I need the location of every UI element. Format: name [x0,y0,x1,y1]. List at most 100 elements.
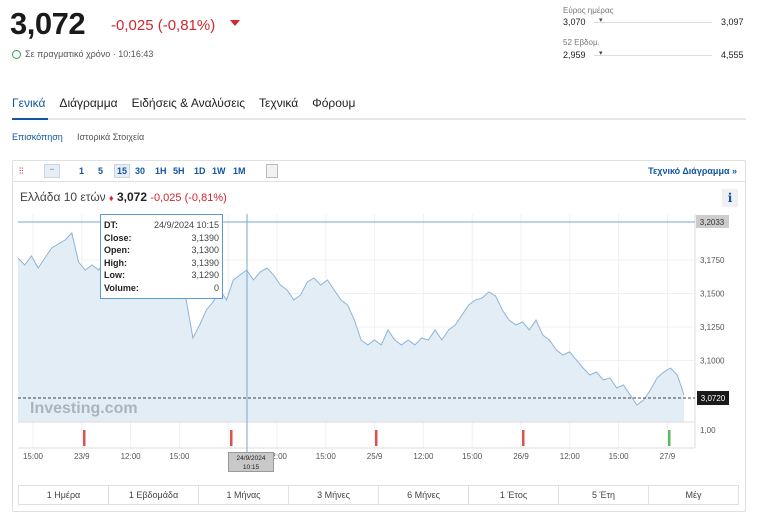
chart-widget [12,160,746,512]
tooltip-value: 3,1390 [191,232,219,243]
tab-divider [12,118,746,120]
volume-bar [668,430,671,446]
volume-bar [375,430,378,446]
info-icon[interactable]: i [722,189,738,207]
range-button[interactable]: 1 Μήνας [199,486,289,504]
tab-forum[interactable]: Φόρουμ [312,96,356,110]
range-button[interactable]: Μέγ [685,490,702,500]
main-tabs: Γενικά Διάγραμμα Ειδήσεις & Αναλύσεις Τε… [12,96,355,110]
week52-label: 52 Εβδομ. [563,38,600,47]
y-tick-label: 3,1250 [700,323,725,332]
tooltip-key: Open: [104,245,130,255]
week52-bar [594,55,712,56]
tooltip-value: 3,1390 [191,257,219,268]
timeframe-1d[interactable]: 1D [194,166,206,176]
subtab-historical[interactable]: Ιστορικά Στοιχεία [77,132,145,142]
timeframe-1m[interactable]: 1M [233,166,246,176]
chart-tooltip: DT: 24/9/2024 10:15 Close: 3,1390 Open: 3,130… [100,214,223,299]
week52-marker: ▾ [599,50,603,57]
crosshair-price-badge [696,215,729,228]
tooltip-row: Volume: 0 [104,282,219,295]
last-price-label: 3,0720 [701,394,726,403]
y-tick-label: 3,1750 [700,256,725,265]
timeframe-5h[interactable]: 5H [173,166,185,176]
technical-chart-link[interactable]: Τεχνικό Διάγραμμα » [648,166,737,176]
y-tick-label: 3,1000 [700,357,725,366]
realtime-status: Σε πραγματικό χρόνο · 10:16:43 [12,49,153,59]
down-icon: ♦ [109,193,114,203]
area-chart-icon[interactable]: ~ [44,164,60,178]
tooltip-value: 3,1300 [191,245,219,255]
x-tick-label: 25/9 [367,452,383,461]
range-button[interactable]: 1 Ημέρα [19,486,109,504]
investing-watermark: Investing.com [30,400,138,417]
subtab-overview[interactable]: Επισκόπηση [12,132,63,142]
x-tick-label: 15:00 [23,452,44,461]
x-tick-label: 12:00 [121,452,142,461]
tooltip-row: Close: 3,1390 [104,232,219,245]
price-area [18,233,684,422]
crosshair-time: 10:15 [242,464,260,471]
clock-icon [12,49,21,59]
timeframe-1w[interactable]: 1W [212,166,226,176]
timeframe-30[interactable]: 30 [135,166,146,176]
range-button[interactable]: 5 Έτη [559,486,649,504]
tooltip-key: Low: [104,270,125,280]
range-button[interactable]: 1 Εβδομάδα [109,486,199,504]
chart-title: Ελλάδα 10 ετών ♦ 3,072 -0,025 (-0,81%) [20,190,227,204]
price-change: -0,025 (-0,81%) [111,17,216,34]
last-price-badge [697,391,729,406]
x-tick-label: 15:00 [609,452,630,461]
tooltip-row: High: 3,1390 [104,257,219,270]
tab-chart[interactable]: Διάγραμμα [59,96,118,110]
down-arrow-icon [230,20,240,26]
volume-bar [83,430,86,446]
volume-label: 1,00 [700,426,716,435]
tooltip-key: DT: [104,220,118,230]
range-button[interactable]: 3 Μήνες [289,486,379,504]
tooltip-row: DT: 24/9/2024 10:15 [104,219,219,232]
day-range-label: Εύρος ημέρας [563,6,614,15]
tooltip-key: Close: [104,232,132,243]
realtime-text: Σε πραγματικό χρόνο · 10:16:43 [25,49,154,59]
x-tick-label: 12:00 [267,452,288,461]
crosshair-date: 24/9/2024 [236,455,266,462]
timeframe-1h[interactable]: 1H [155,166,167,176]
x-tick-label: 15:00 [316,452,337,461]
week52-high: 4,555 [721,50,744,60]
instrument-name: Ελλάδα 10 ετών [20,190,106,204]
range-buttons: 1 Ημέρα 1 Εβδομάδα 1 Μήνας 3 Μήνες 6 Μήνες 1 … [18,485,739,505]
volume-bar [230,430,233,446]
crosshair-price-label: 3,2033 [700,218,725,227]
range-button[interactable]: 1 Έτος [469,486,559,504]
range-button[interactable]: 6 Μήνες [379,486,469,504]
x-tick-label: 15:00 [169,452,190,461]
tooltip-value: 0 [213,282,219,293]
timeframe-5[interactable]: 5 [98,166,104,176]
day-range-low: 3,070 [563,17,586,27]
x-tick-label: 27/9 [660,452,676,461]
chart-change: -0,025 (-0,81%) [150,192,227,204]
candlestick-icon[interactable]: ⫶⫶ [19,166,24,176]
week52-low: 2,959 [563,50,586,60]
volume-bar [522,430,525,446]
tooltip-row: Open: 3,1300 [104,244,219,257]
timeframe-1[interactable]: 1 [79,166,85,176]
tooltip-row: Low: 3,1290 [104,269,219,282]
tooltip-value: 24/9/2024 10:15 [153,220,219,230]
tooltip-value: 3,1290 [191,270,219,280]
tab-news[interactable]: Ειδήσεις & Αναλύσεις [131,96,246,110]
timeframe-15[interactable]: 15 [114,164,131,178]
price: 3,072 [10,6,86,41]
y-tick-label: 3,1500 [700,290,725,299]
x-tick-label: 23/9 [74,452,90,461]
tab-technical[interactable]: Τεχνικά [259,96,299,110]
x-tick-label: 15:00 [462,452,483,461]
tab-general[interactable]: Γενικά [12,96,46,110]
active-tab-indicator [12,118,48,120]
table-view-icon[interactable] [266,164,278,178]
crosshair-date-label: 24/9/2024 10:15 [228,452,274,472]
x-tick-label: 12:00 [413,452,434,461]
tooltip-key: High: [104,257,127,268]
chart-price: 3,072 [116,190,147,204]
